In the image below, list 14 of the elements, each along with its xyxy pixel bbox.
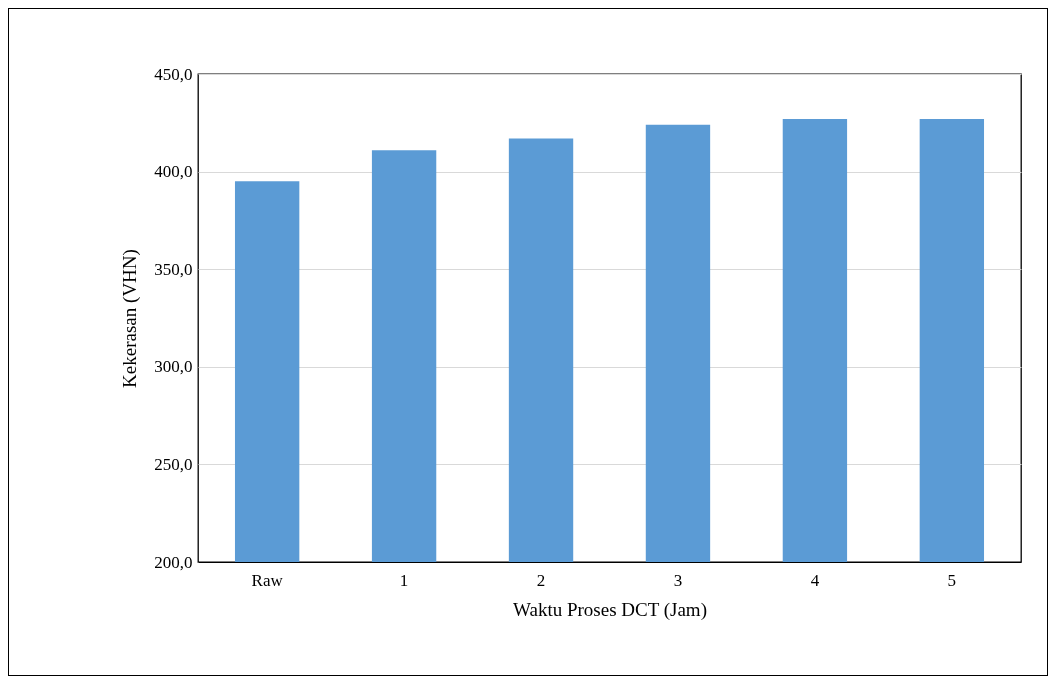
y-tick-label: 400,0 (154, 162, 193, 182)
x-tick-label: 4 (810, 570, 820, 590)
y-tick-label: 300,0 (154, 357, 193, 377)
x-tick-label: 1 (399, 570, 409, 590)
y-tick-label: 200,0 (154, 552, 193, 572)
x-tick-label: Raw (251, 570, 284, 590)
y-axis-title: Kekerasan (VHN) (119, 249, 142, 388)
x-tick-label: 2 (536, 570, 546, 590)
y-tick-label: 350,0 (154, 259, 193, 279)
y-tick-label: 450,0 (154, 64, 193, 84)
x-tick-label: 5 (947, 570, 957, 590)
y-tick-label: 250,0 (154, 454, 193, 474)
x-tick-label: 3 (673, 570, 683, 590)
x-axis-title: Waktu Proses DCT (Jam) (513, 598, 707, 621)
